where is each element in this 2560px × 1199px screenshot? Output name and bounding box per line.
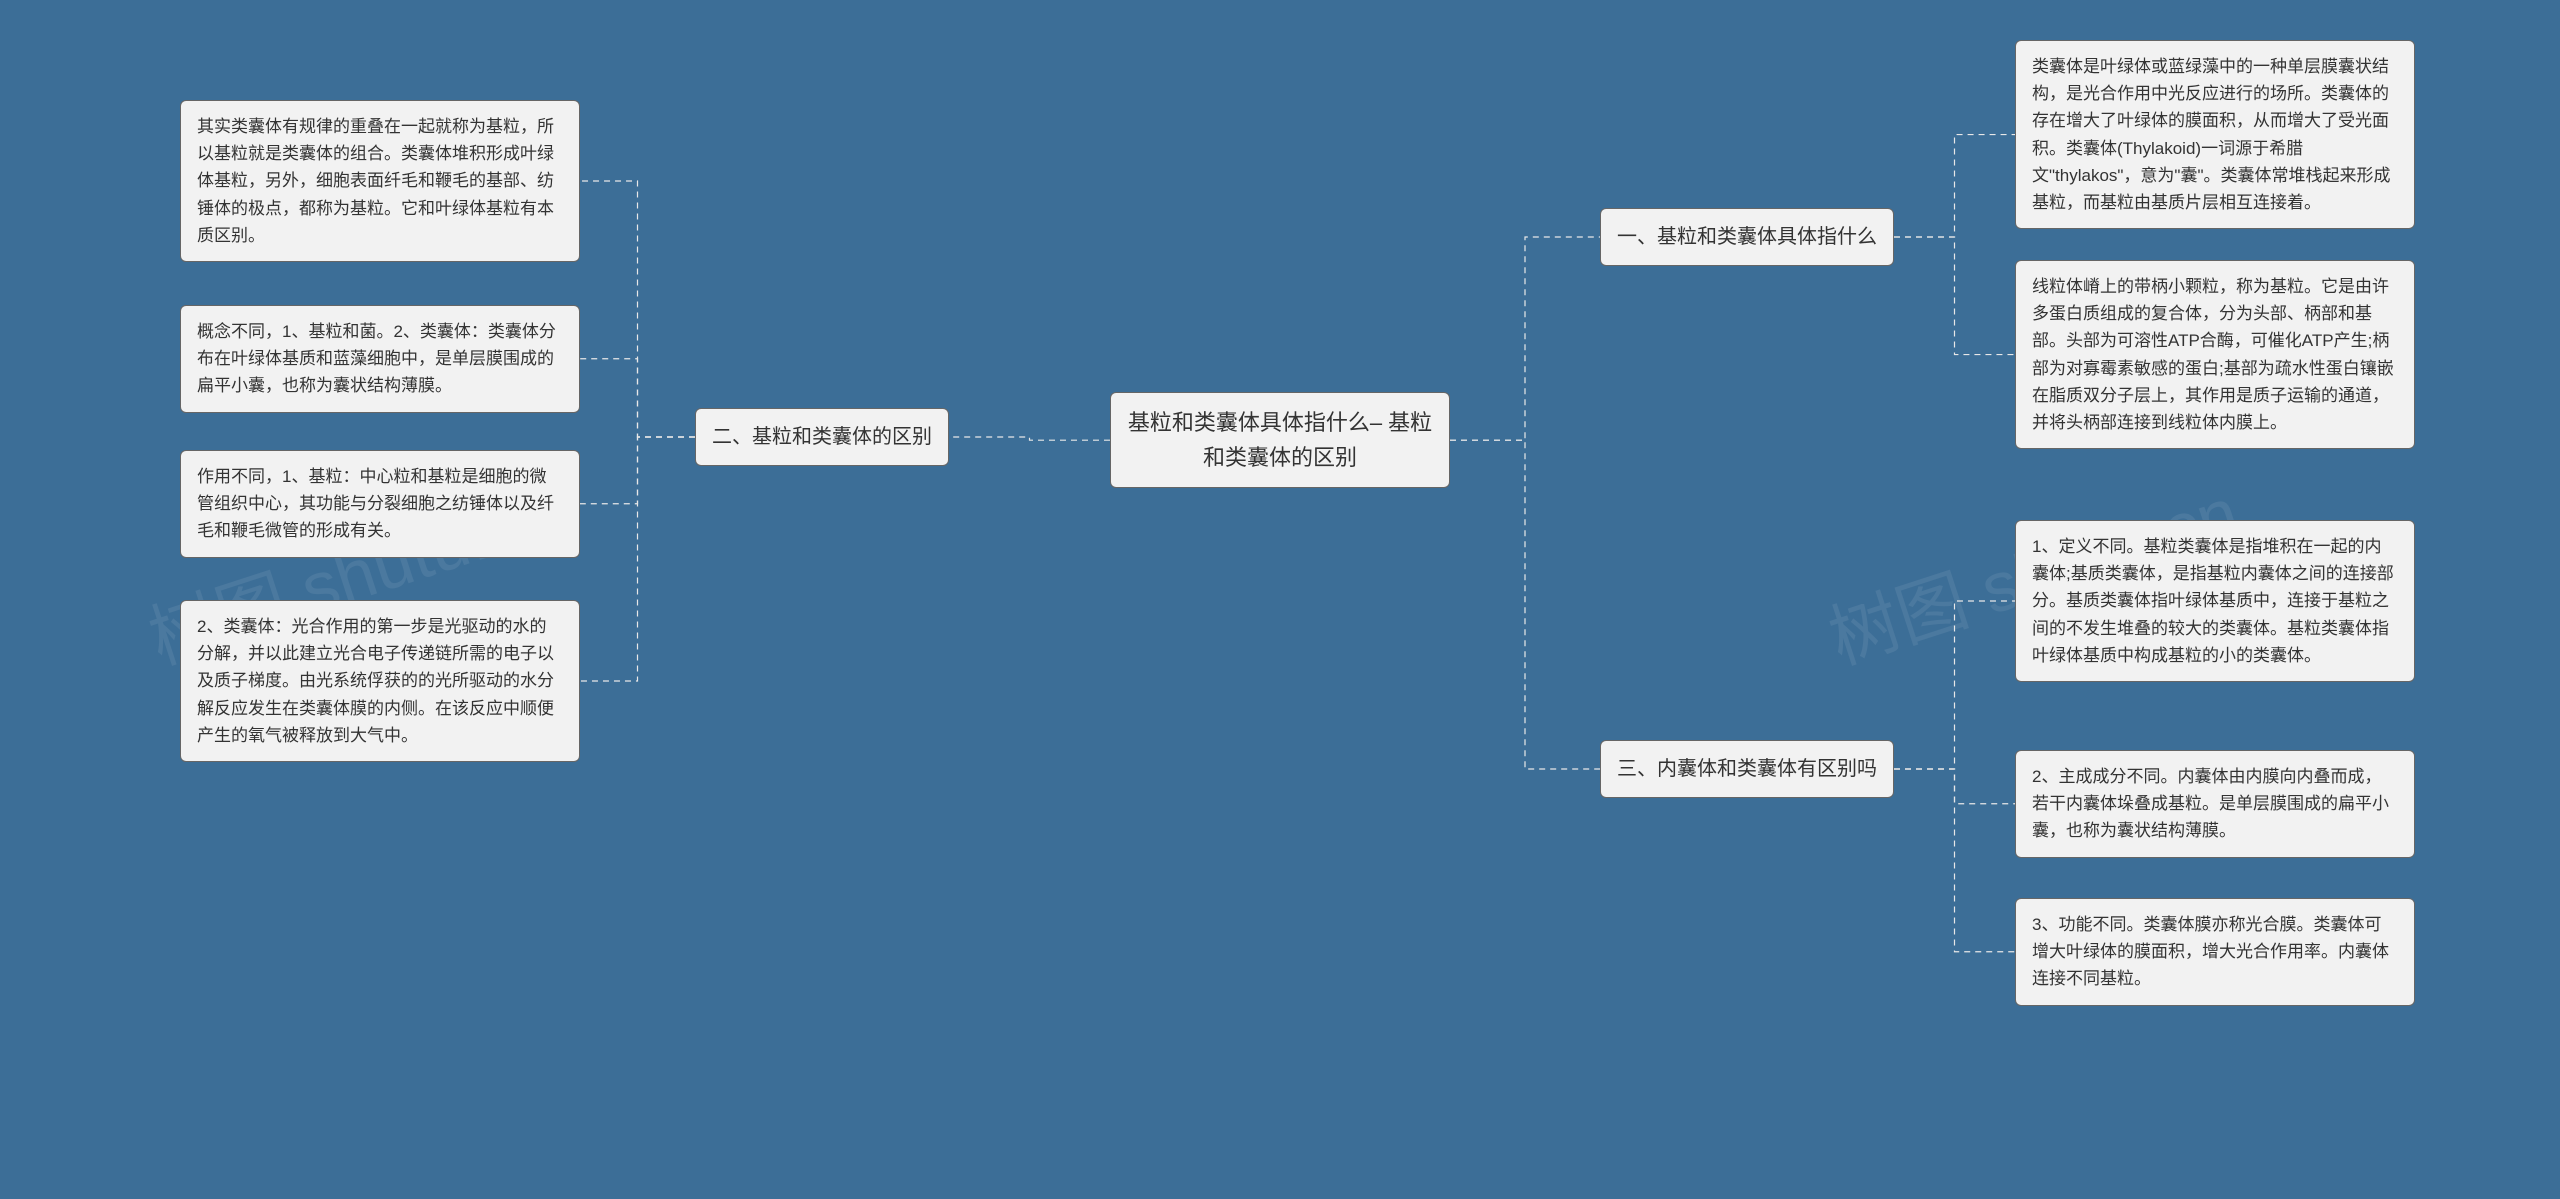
leaf-1-2: 线粒体嵴上的带柄小颗粒，称为基粒。它是由许多蛋白质组成的复合体，分为头部、柄部和… [2015,260,2415,449]
leaf-3-1: 1、定义不同。基粒类囊体是指堆积在一起的内囊体;基质类囊体，是指基粒内囊体之间的… [2015,520,2415,682]
leaf-3-2: 2、主成成分不同。内囊体由内膜向内叠而成，若干内囊体垛叠成基粒。是单层膜围成的扁… [2015,750,2415,858]
leaf-2-3: 作用不同，1、基粒：中心粒和基粒是细胞的微管组织中心，其功能与分裂细胞之纺锤体以… [180,450,580,558]
leaf-1-1: 类囊体是叶绿体或蓝绿藻中的一种单层膜囊状结构，是光合作用中光反应进行的场所。类囊… [2015,40,2415,229]
leaf-2-4: 2、类囊体：光合作用的第一步是光驱动的水的分解，并以此建立光合电子传递链所需的电… [180,600,580,762]
leaf-2-1: 其实类囊体有规律的重叠在一起就称为基粒，所以基粒就是类囊体的组合。类囊体堆积形成… [180,100,580,262]
branch-2: 二、基粒和类囊体的区别 [695,408,949,466]
leaf-2-2: 概念不同，1、基粒和菌。2、类囊体：类囊体分布在叶绿体基质和蓝藻细胞中，是单层膜… [180,305,580,413]
branch-1: 一、基粒和类囊体具体指什么 [1600,208,1894,266]
leaf-3-3: 3、功能不同。类囊体膜亦称光合膜。类囊体可增大叶绿体的膜面积，增大光合作用率。内… [2015,898,2415,1006]
root-node: 基粒和类囊体具体指什么– 基粒和类囊体的区别 [1110,392,1450,488]
branch-3: 三、内囊体和类囊体有区别吗 [1600,740,1894,798]
